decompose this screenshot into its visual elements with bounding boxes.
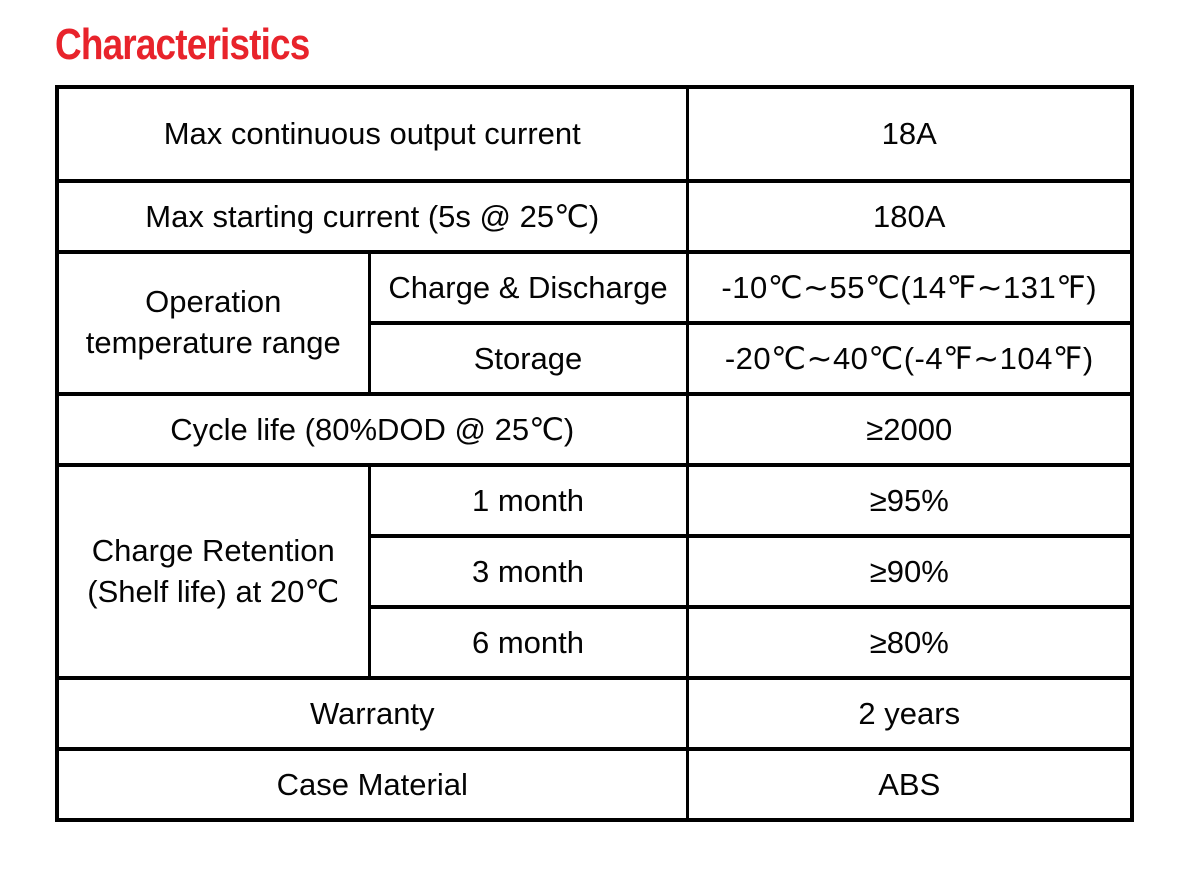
table-row: Storage -20℃∼40℃(-4℉∼104℉) [57,321,1134,396]
table-row: Cycle life (80%DOD @ 25℃) ≥2000 [55,392,1134,467]
group-label-cell: Charge Retention (Shelf life) at 20℃ [55,463,371,680]
page-title: Characteristics [55,20,310,69]
table-row: Case Material ABS [55,747,1134,822]
row-value-cell: 2 years [685,676,1134,751]
characteristics-table: Max continuous output current 18A Max st… [55,85,1134,822]
row-value-cell: 18A [685,85,1134,183]
row-label-cell: Max continuous output current [55,85,689,183]
sub-label-cell: Charge & Discharge [367,250,689,325]
row-value-cell: -10℃∼55℃(14℉∼131℉) [685,250,1134,325]
sub-label-cell: Storage [367,321,689,396]
sub-label-cell: 3 month [367,534,689,609]
table-row: Operation temperature range Charge & Dis… [55,250,1134,396]
row-label-cell: Max starting current (5s @ 25℃) [55,179,689,254]
row-value-cell: ≥2000 [685,392,1134,467]
table-row: Max starting current (5s @ 25℃) 180A [55,179,1134,254]
table-row: Charge Retention (Shelf life) at 20℃ 1 m… [55,463,1134,680]
row-value-cell: 180A [685,179,1134,254]
row-value-cell: ≥80% [685,605,1134,680]
table-row: 3 month ≥90% [57,534,1134,609]
sub-label-cell: 6 month [367,605,689,680]
row-label-cell: Warranty [55,676,689,751]
sub-label-cell: 1 month [367,463,689,538]
row-label-cell: Cycle life (80%DOD @ 25℃) [55,392,689,467]
table-row: Max continuous output current 18A [55,85,1134,183]
row-label-cell: Case Material [55,747,689,822]
row-value-cell: ABS [685,747,1134,822]
table-row: Warranty 2 years [55,676,1134,751]
row-value-cell: ≥90% [685,534,1134,609]
group-label-cell: Operation temperature range [55,250,371,396]
row-value-cell: -20℃∼40℃(-4℉∼104℉) [685,321,1134,396]
table-row: 6 month ≥80% [57,605,1134,680]
row-value-cell: ≥95% [685,463,1134,538]
